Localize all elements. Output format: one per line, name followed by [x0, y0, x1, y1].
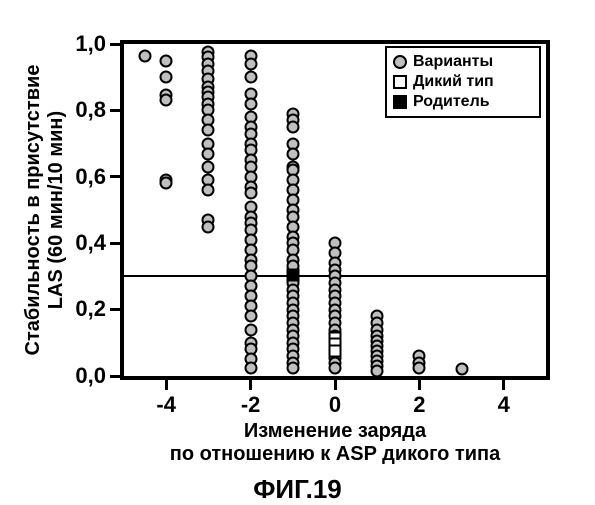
legend-item-wildtype: Дикий тип [393, 72, 533, 92]
y-tick [110, 308, 120, 311]
legend-item-parent: Родитель [393, 92, 533, 112]
variants-marker [202, 147, 215, 160]
x-tick-label: 4 [474, 392, 534, 418]
y-tick-label: 0,8 [75, 97, 106, 123]
x-tick [334, 380, 337, 390]
y-tick [110, 375, 120, 378]
variants-marker [244, 71, 257, 84]
wildtype-swatch [393, 75, 407, 89]
x-tick [165, 380, 168, 390]
legend-label: Дикий тип [413, 72, 494, 92]
variants-marker [160, 54, 173, 67]
variants-marker [160, 177, 173, 190]
variants-marker [139, 49, 152, 62]
variants-marker [202, 220, 215, 233]
variants-marker [244, 361, 257, 374]
y-tick [110, 175, 120, 178]
legend-label: Родитель [413, 92, 490, 112]
y-tick [110, 43, 120, 46]
legend-item-variants: Варианты [393, 52, 533, 72]
variants-marker [202, 184, 215, 197]
variants-marker [244, 187, 257, 200]
x-tick [502, 380, 505, 390]
x-tick-label: 2 [389, 392, 449, 418]
legend-label: Варианты [413, 52, 493, 72]
y-tick-label: 0,6 [75, 164, 106, 190]
variants-marker [160, 94, 173, 107]
figure: Стабильность в присутствие LAS (60 мин/1… [0, 0, 595, 500]
y-tick-label: 0,4 [75, 230, 106, 256]
variants-marker [286, 361, 299, 374]
x-tick [249, 380, 252, 390]
figure-label: ФИГ.19 [0, 474, 595, 505]
variants-marker [244, 310, 257, 323]
x-tick-label: -4 [136, 392, 196, 418]
x-tick [418, 380, 421, 390]
y-tick-label: 0,2 [75, 296, 106, 322]
y-tick-label: 0,0 [75, 363, 106, 389]
parent-marker [286, 268, 299, 281]
y-tick [110, 109, 120, 112]
variants-marker [244, 97, 257, 110]
x-tick-label: -2 [221, 392, 281, 418]
y-axis-label: Стабильность в присутствие LAS (60 мин/1… [22, 50, 68, 370]
y-tick-label: 1,0 [75, 31, 106, 57]
legend: ВариантыДикий типРодитель [385, 46, 541, 118]
variants-marker [455, 363, 468, 376]
variants-marker [202, 160, 215, 173]
variants-marker [244, 57, 257, 70]
variants-marker [160, 71, 173, 84]
y-tick [110, 242, 120, 245]
variants-marker [371, 365, 384, 378]
variants-marker [286, 147, 299, 160]
x-tick-label: 0 [305, 392, 365, 418]
parent-swatch [393, 95, 407, 109]
variants-swatch [393, 55, 407, 69]
variants-marker [202, 124, 215, 137]
variants-marker [413, 361, 426, 374]
variants-marker [329, 361, 342, 374]
wildtype-marker [329, 345, 342, 358]
x-axis-label: Изменение заряда по отношению к ASP дико… [120, 420, 550, 466]
variants-marker [286, 121, 299, 134]
variants-marker [244, 323, 257, 336]
